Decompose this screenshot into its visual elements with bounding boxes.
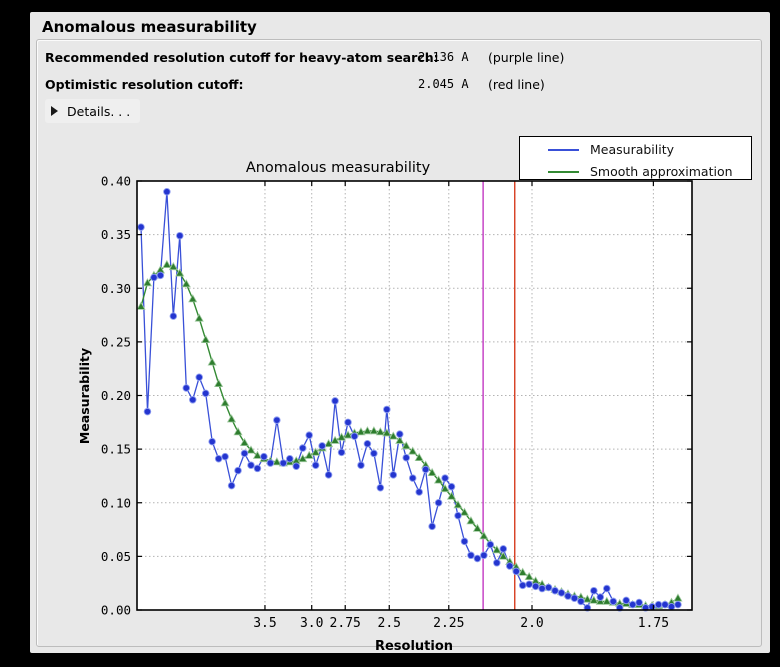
info-label: Recommended resolution cutoff for heavy-… xyxy=(45,50,439,65)
info-value: 2.045 A xyxy=(418,77,469,91)
svg-text:0.10: 0.10 xyxy=(101,495,131,510)
details-disclosure[interactable]: Details. . . xyxy=(45,99,141,123)
summary-groupbox: Recommended resolution cutoff for heavy-… xyxy=(36,39,762,647)
svg-text:Measurability: Measurability xyxy=(77,348,92,444)
svg-text:0.20: 0.20 xyxy=(101,388,131,403)
svg-text:1.75: 1.75 xyxy=(638,616,669,631)
svg-text:0.25: 0.25 xyxy=(101,334,131,349)
svg-text:0.35: 0.35 xyxy=(101,227,131,242)
legend-line-swatch-green-icon xyxy=(548,171,579,173)
svg-text:0.30: 0.30 xyxy=(101,281,131,296)
info-value: 2.136 A xyxy=(418,50,469,64)
chart-figure: 0.00 0.05 0.10 0.15 0.20 0.25 0.30 0.35 0.40 3.5 3… xyxy=(36,126,764,654)
svg-text:Anomalous measurability: Anomalous measurability xyxy=(246,160,431,176)
legend-line-swatch-blue-icon xyxy=(548,149,579,151)
svg-text:2.0: 2.0 xyxy=(520,616,543,631)
disclosure-triangle-icon xyxy=(51,106,58,116)
legend-entry-measurability: Measurability xyxy=(520,140,751,159)
details-label: Details. . . xyxy=(67,103,131,119)
svg-text:Resolution: Resolution xyxy=(375,639,453,650)
legend-label: Smooth approximation xyxy=(590,164,733,179)
svg-text:3.0: 3.0 xyxy=(300,616,323,631)
svg-text:3.5: 3.5 xyxy=(253,616,276,631)
svg-text:0.15: 0.15 xyxy=(101,442,131,457)
svg-text:0.00: 0.00 xyxy=(101,603,131,618)
measurability-chart: 0.00 0.05 0.10 0.15 0.20 0.25 0.30 0.35 0.40 3.5 3… xyxy=(77,160,693,654)
svg-text:0.40: 0.40 xyxy=(101,174,131,189)
chart-legend: Measurability Smooth approximation xyxy=(519,136,752,180)
info-label: Optimistic resolution cutoff: xyxy=(45,77,244,92)
info-note: (purple line) xyxy=(488,50,565,65)
legend-label: Measurability xyxy=(590,142,675,157)
svg-text:2.75: 2.75 xyxy=(330,616,361,631)
info-note: (red line) xyxy=(488,77,545,92)
info-row-optimistic: Optimistic resolution cutoff: 2.045 A (r… xyxy=(37,77,761,95)
legend-entry-smooth: Smooth approximation xyxy=(520,162,751,181)
section-title: Anomalous measurability xyxy=(42,18,257,36)
svg-text:2.25: 2.25 xyxy=(433,616,464,631)
svg-text:0.05: 0.05 xyxy=(101,549,131,564)
svg-text:2.5: 2.5 xyxy=(378,616,401,631)
info-row-recommended: Recommended resolution cutoff for heavy-… xyxy=(37,50,761,68)
